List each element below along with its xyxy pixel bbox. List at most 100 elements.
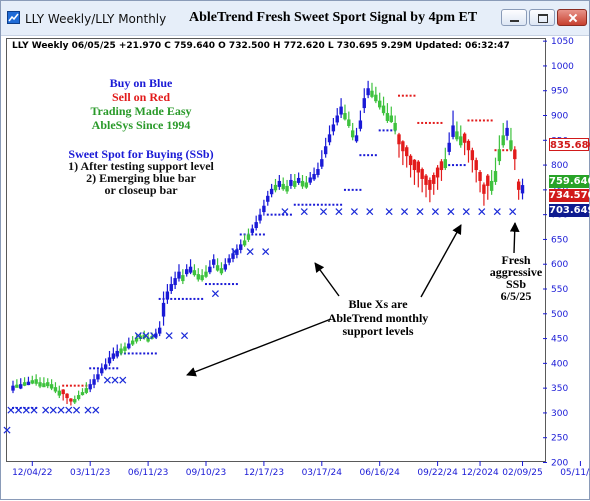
x-tick-label: 12/04/22	[12, 468, 52, 478]
support-x-markers: ✕✕✕✕✕ ✕✕✕✕✕ ✕✕✕✕✕✕✕✕ ✕ ✕✕✕ ✕ ✕✕ ✕ ✕ ✕ ✕ ✕ ✕ ✕ ✕ ✕ ✕ ✕ ✕ ✕ ✕	[2, 205, 518, 437]
trend-dot	[440, 121, 443, 124]
trend-dot	[143, 352, 146, 355]
price-bar-body	[424, 175, 428, 185]
trend-dot	[386, 129, 389, 132]
trend-dot	[282, 213, 285, 216]
trend-dot	[320, 203, 323, 206]
trend-dot	[135, 352, 138, 355]
trend-dot	[328, 203, 331, 206]
support-x: ✕	[2, 423, 12, 437]
support-x: ✕	[141, 329, 151, 343]
note-blue-xs-line-2: AbleTrend monthly	[327, 311, 429, 325]
trend-dot	[428, 121, 431, 124]
price-bar-body	[204, 271, 208, 277]
trend-dot	[425, 121, 428, 124]
window-title: LLY Weekly/LLY Monthly	[25, 12, 167, 26]
price-bar-body	[22, 382, 27, 386]
trend-dot	[147, 352, 150, 355]
x-tick-label: 03/17/24	[302, 468, 343, 478]
y-tick-label: 1050	[551, 37, 574, 47]
price-bar-body	[401, 141, 405, 152]
price-bar-body	[165, 291, 170, 300]
trend-dot	[197, 297, 200, 300]
trend-dot	[185, 297, 188, 300]
trend-dot	[405, 94, 408, 97]
price-bar-body	[80, 392, 85, 396]
trend-dot	[35, 406, 38, 409]
y-tick-label: 350	[551, 384, 568, 394]
price-bar-body	[354, 135, 359, 142]
price-bar-body	[46, 382, 50, 387]
trend-dot	[359, 154, 362, 157]
price-bar-body	[393, 122, 397, 131]
trend-dot	[274, 213, 277, 216]
trend-dot	[228, 283, 231, 286]
price-bar-body	[300, 180, 305, 187]
trend-dot	[471, 119, 474, 122]
price-bar-body	[34, 379, 38, 384]
price-bar-body	[76, 395, 81, 400]
trend-dot	[27, 406, 30, 409]
trend-dot	[486, 119, 489, 122]
y-tick-label: 500	[551, 310, 568, 320]
trend-dot	[506, 149, 509, 152]
price-bar-body	[381, 105, 386, 114]
price-bar-body	[308, 177, 312, 183]
support-x: ✕	[365, 205, 375, 219]
trend-dot	[262, 233, 265, 236]
trend-dot	[490, 119, 493, 122]
note-trading-made-easy: Trading Made Easy	[90, 104, 192, 118]
y-tick-label: 550	[551, 285, 568, 295]
x-tick-label: 05/11/25	[560, 468, 590, 478]
price-bar-body	[115, 350, 119, 357]
trend-dot	[382, 129, 385, 132]
trend-dot	[154, 352, 157, 355]
price-bar-body	[157, 327, 162, 334]
trend-dot	[131, 352, 134, 355]
x-tick-label: 06/16/24	[359, 468, 400, 478]
chart-title: AbleTrend Fresh Sweet Sport Signal by 4p…	[189, 10, 478, 25]
support-x: ✕	[230, 245, 240, 259]
price-bar-body	[486, 175, 490, 186]
price-bar-body	[443, 159, 448, 169]
price-bar-body	[215, 265, 220, 271]
note-sell-on-red: Sell on Red	[111, 90, 170, 104]
trend-dot	[201, 297, 204, 300]
price-bar-body	[173, 278, 177, 286]
note-ssb-rule-3: or closeup bar	[104, 183, 178, 197]
support-x: ✕	[508, 205, 518, 219]
price-bar-body	[323, 146, 328, 155]
trend-dot	[216, 283, 219, 286]
trend-dot	[297, 203, 300, 206]
close-button[interactable]	[557, 9, 587, 26]
note-fresh-line-2: aggressive	[489, 265, 543, 279]
title-bar[interactable]: LLY Weekly/LLY Monthly AbleTrend Fresh S…	[1, 1, 589, 36]
trend-dot	[150, 352, 153, 355]
trend-dot	[15, 406, 18, 409]
support-x: ✕	[48, 403, 58, 417]
price-bar-body	[138, 335, 143, 339]
price-tag-open: 734.570	[549, 189, 590, 202]
price-bar-body	[312, 174, 316, 180]
support-x: ✕	[400, 205, 410, 219]
price-bar-body	[49, 384, 54, 389]
support-x: ✕	[118, 374, 128, 388]
price-bar-body	[123, 346, 127, 351]
trend-dot	[374, 154, 377, 157]
price-bar-body	[289, 179, 293, 186]
note-blue-xs-line-1: Blue Xs are	[348, 297, 408, 311]
minimize-button[interactable]	[501, 9, 527, 26]
price-bar-body	[296, 177, 301, 183]
trend-dot	[482, 119, 485, 122]
trend-dot	[417, 121, 420, 124]
trend-dot	[347, 188, 350, 191]
price-bar-body	[42, 383, 46, 388]
trend-dot	[266, 213, 269, 216]
maximize-button[interactable]	[529, 9, 555, 26]
x-tick-label: 02/09/25	[502, 468, 542, 478]
price-bar-body	[327, 134, 332, 143]
annotation-arrow	[186, 318, 332, 377]
annotation-arrows	[186, 222, 520, 377]
price-bar-body	[474, 160, 478, 171]
